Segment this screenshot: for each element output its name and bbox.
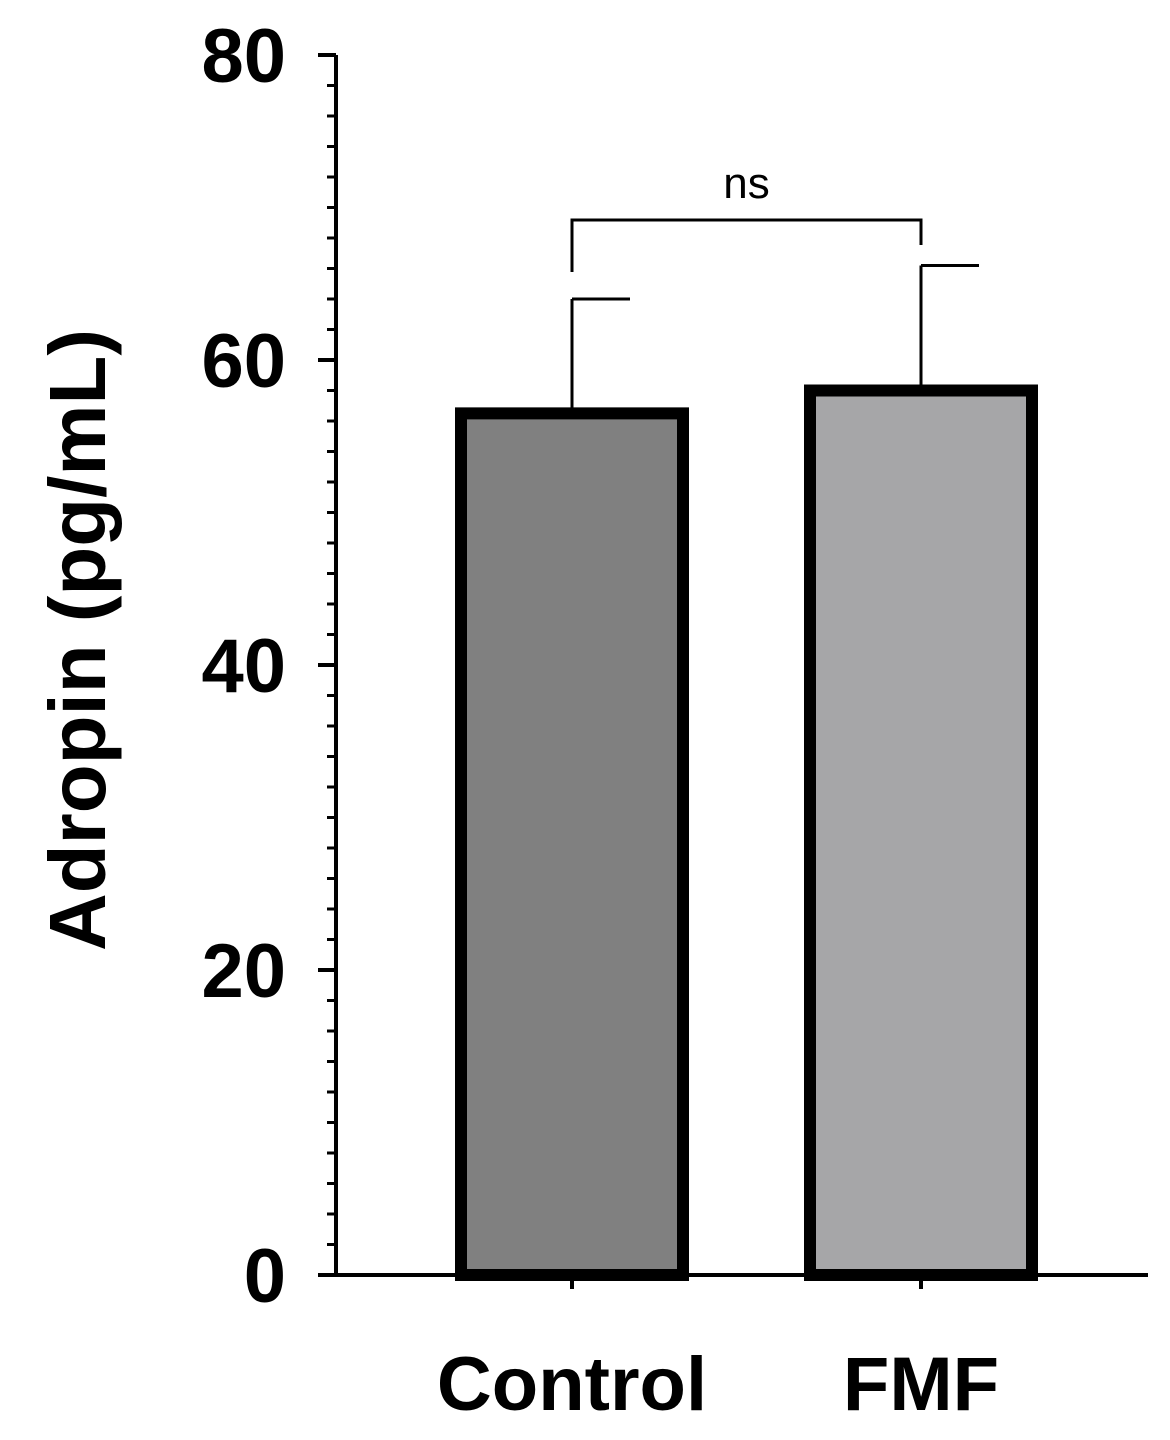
y-tick-label: 60 xyxy=(201,319,286,404)
bars xyxy=(455,384,1038,1281)
x-tick-label-fmf: FMF xyxy=(843,1342,999,1427)
y-tick-label: 40 xyxy=(201,624,286,709)
axes: 0 20 40 60 80 Control FMF xyxy=(201,14,1148,1427)
error-bars xyxy=(570,263,979,414)
y-tick-label: 0 xyxy=(244,1234,286,1319)
y-tick-label: 80 xyxy=(201,14,286,99)
y-axis-label: Adropin (pg/mL) xyxy=(33,329,122,951)
bar-control xyxy=(455,407,689,1281)
bar-fmf xyxy=(804,384,1038,1281)
annotations: ns xyxy=(570,159,923,272)
x-tick-label-control: Control xyxy=(437,1342,707,1427)
y-tick-label: 20 xyxy=(201,929,286,1014)
significance-label: ns xyxy=(723,159,769,208)
significance-bracket xyxy=(570,218,923,272)
